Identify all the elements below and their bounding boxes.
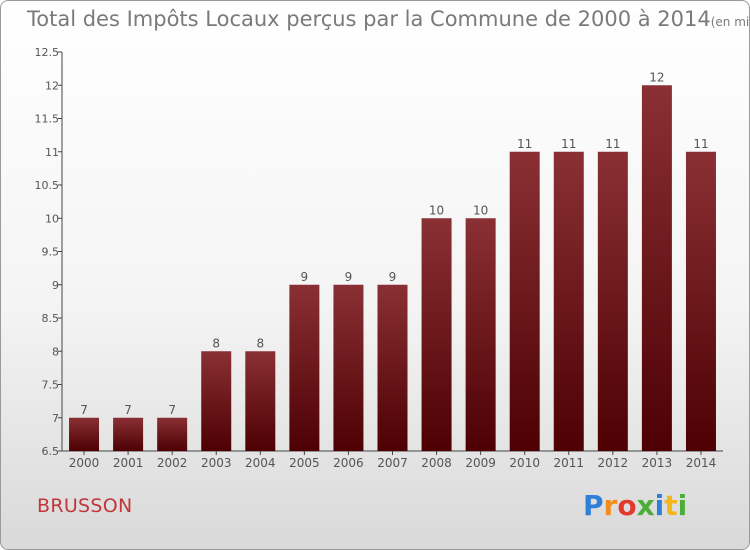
x-tick-label-2001: 2001 <box>113 456 144 470</box>
bar-2012 <box>597 151 628 451</box>
y-tick-label: 12.5 <box>35 46 60 59</box>
x-tick-label-2010: 2010 <box>509 456 540 470</box>
data-label-2005: 9 <box>301 270 309 284</box>
x-tick-label-2005: 2005 <box>289 456 320 470</box>
x-tick-label-2004: 2004 <box>245 456 276 470</box>
y-tick-label: 8.5 <box>42 312 60 325</box>
data-label-2007: 9 <box>389 270 397 284</box>
bar-2014 <box>685 151 716 451</box>
x-tick-label-2007: 2007 <box>377 456 408 470</box>
x-tick-label-2000: 2000 <box>69 456 100 470</box>
bar-2007 <box>377 284 408 451</box>
bar-2006 <box>333 284 364 451</box>
x-tick-label-2003: 2003 <box>201 456 232 470</box>
y-tick-label: 6.5 <box>42 445 60 458</box>
chart-title: Total des Impôts Locaux perçus par la Co… <box>27 7 750 31</box>
bar-2000 <box>69 417 100 451</box>
bar-2001 <box>113 417 144 451</box>
y-tick-label: 11.5 <box>35 113 60 126</box>
y-tick-label: 12 <box>45 79 59 92</box>
y-tick-label: 7.5 <box>42 379 60 392</box>
x-tick-label-2013: 2013 <box>642 456 673 470</box>
bar-2008 <box>421 218 452 451</box>
bars <box>69 85 716 451</box>
y-tick-label: 7 <box>52 412 59 425</box>
data-label-2004: 8 <box>256 336 264 350</box>
y-tick-label: 11 <box>45 146 59 159</box>
y-tick-label: 10.5 <box>35 179 60 192</box>
x-tick-label-2008: 2008 <box>421 456 452 470</box>
x-axis: 2000 2001 2002 2003 2004 2005 2006 2007 2008 2009… <box>62 450 723 470</box>
bar-2013 <box>641 85 672 451</box>
y-tick-label: 9 <box>52 279 59 292</box>
y-tick-label: 10 <box>45 212 59 225</box>
bar-2002 <box>157 417 188 451</box>
x-tick-label-2002: 2002 <box>157 456 188 470</box>
commune-name: BRUSSON <box>37 495 133 517</box>
chart-title-text: Total des Impôts Locaux perçus par la Co… <box>27 7 711 31</box>
bar-2005 <box>289 284 320 451</box>
bar-2009 <box>465 218 496 451</box>
x-tick-label-2009: 2009 <box>465 456 496 470</box>
bar-2004 <box>245 351 276 451</box>
data-label-2008: 10 <box>429 203 444 217</box>
bar-2011 <box>553 151 584 451</box>
data-labels: 7 7 7 8 8 9 9 9 10 10 11 11 11 12 11 <box>80 70 708 417</box>
y-tick-label: 8 <box>52 345 59 358</box>
x-tick-label-2006: 2006 <box>333 456 364 470</box>
data-label-2002: 7 <box>168 403 176 417</box>
y-axis: 6.5 7 7.5 8 8.5 9 9.5 10 10.5 11 11.5 12 12.5 <box>35 46 63 458</box>
data-label-2006: 9 <box>345 270 353 284</box>
x-tick-label-2011: 2011 <box>553 456 584 470</box>
x-tick-label-2014: 2014 <box>686 456 717 470</box>
data-label-2009: 10 <box>473 203 488 217</box>
x-tick-label-2012: 2012 <box>598 456 629 470</box>
bar-2003 <box>201 351 232 451</box>
svg-text:Proxiti: Proxiti <box>583 489 687 522</box>
data-label-2013: 12 <box>649 70 664 84</box>
proxiti-logo: Proxiti <box>583 489 687 522</box>
data-label-2014: 11 <box>693 137 708 151</box>
data-label-2003: 8 <box>212 336 220 350</box>
data-label-2011: 11 <box>561 137 576 151</box>
data-label-2000: 7 <box>80 403 88 417</box>
data-label-2001: 7 <box>124 403 132 417</box>
data-label-2012: 11 <box>605 137 620 151</box>
data-label-2010: 11 <box>517 137 532 151</box>
bar-2010 <box>509 151 540 451</box>
chart-title-unit: (en milliers d'€) <box>710 15 750 29</box>
y-tick-label: 9.5 <box>42 246 60 259</box>
